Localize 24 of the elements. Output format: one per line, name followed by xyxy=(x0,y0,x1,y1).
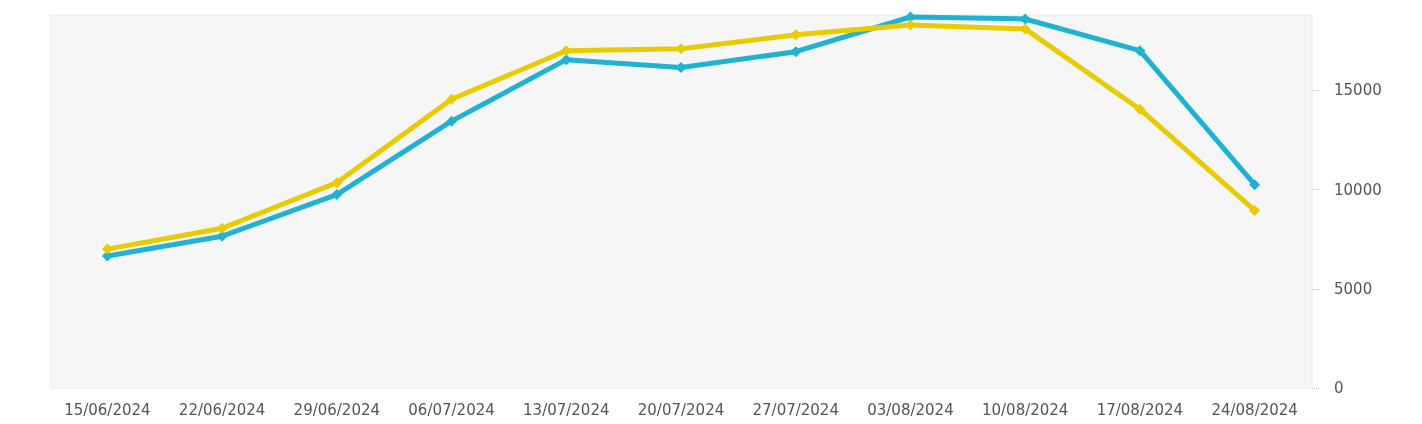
y-tick-label: 0 xyxy=(1334,379,1344,397)
point xyxy=(1134,45,1146,57)
x-tick-label: 06/07/2024 xyxy=(408,400,495,419)
point xyxy=(446,115,458,127)
point xyxy=(1249,204,1261,216)
point xyxy=(446,93,458,105)
y-tick-label: 15000 xyxy=(1334,81,1382,100)
x-tick-label: 13/07/2024 xyxy=(523,400,610,419)
point xyxy=(1249,179,1261,191)
x-tick-label: 17/08/2024 xyxy=(1096,400,1184,419)
y-tick-label: 10000 xyxy=(1334,180,1382,199)
x-tick-label: 27/07/2024 xyxy=(752,400,839,419)
x-tick-label: 22/06/2024 xyxy=(178,400,266,419)
point xyxy=(1134,103,1146,115)
x-tick-label: 15/06/2024 xyxy=(64,400,151,419)
point xyxy=(331,177,343,189)
x-tick-label: 03/08/2024 xyxy=(867,400,954,419)
point xyxy=(101,243,113,255)
x-tick-label: 20/07/2024 xyxy=(637,400,725,419)
y-tick-label: 5000 xyxy=(1334,279,1373,298)
x-tick-label: 29/06/2024 xyxy=(293,400,381,419)
x-tick-label: 24/08/2024 xyxy=(1211,400,1298,419)
x-tick-label: 10/08/2024 xyxy=(981,400,1069,419)
point xyxy=(331,189,343,201)
